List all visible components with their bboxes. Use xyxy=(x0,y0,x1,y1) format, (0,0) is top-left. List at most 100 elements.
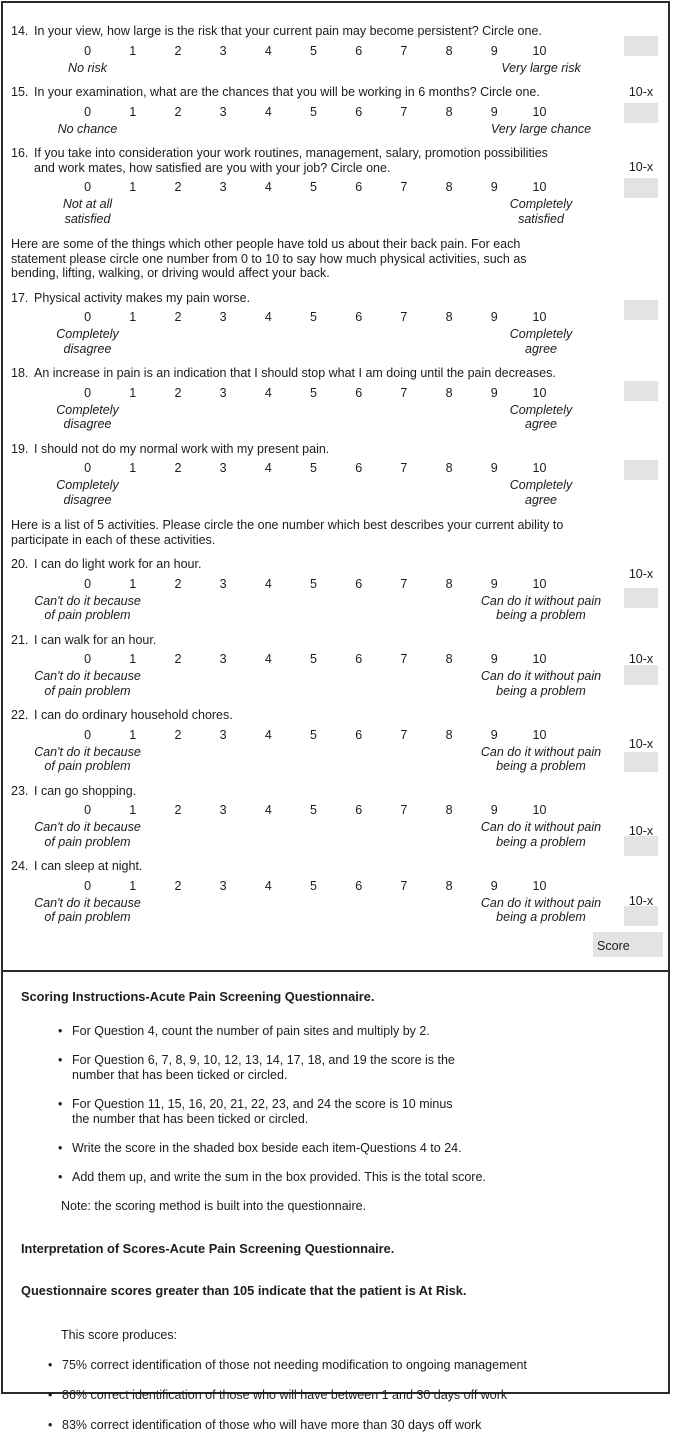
item-score-box[interactable] xyxy=(624,752,658,772)
scale-option-7[interactable]: 7 xyxy=(400,385,408,400)
scale-option-0[interactable]: 0 xyxy=(84,43,92,58)
scale-option-6[interactable]: 6 xyxy=(355,461,363,475)
scale-option-6[interactable]: 6 xyxy=(355,43,363,58)
scale-option-9[interactable]: 9 xyxy=(490,180,498,194)
scale-option-5[interactable]: 5 xyxy=(310,43,317,58)
scale-option-4[interactable]: 4 xyxy=(264,576,272,591)
scale-option-4[interactable]: 4 xyxy=(264,43,272,58)
scale-option-3[interactable]: 3 xyxy=(219,104,227,119)
scale-option-2[interactable]: 2 xyxy=(174,878,182,893)
scale-option-8[interactable]: 8 xyxy=(445,878,453,893)
scale-option-5[interactable]: 5 xyxy=(310,385,317,400)
scale-option-8[interactable]: 8 xyxy=(445,727,453,742)
scale-option-5[interactable]: 5 xyxy=(310,878,317,893)
scale-option-1[interactable]: 1 xyxy=(129,43,137,58)
scale-option-9[interactable]: 9 xyxy=(490,385,498,400)
scale-option-8[interactable]: 8 xyxy=(445,43,453,58)
item-score-box[interactable] xyxy=(624,178,658,198)
scale-option-9[interactable]: 9 xyxy=(490,43,498,58)
scale-option-2[interactable]: 2 xyxy=(174,310,182,324)
scale-option-1[interactable]: 1 xyxy=(129,878,137,893)
scale-option-4[interactable]: 4 xyxy=(264,878,272,893)
scale-option-10[interactable]: 10 xyxy=(532,576,547,591)
scale-option-7[interactable]: 7 xyxy=(400,310,408,324)
scale-option-9[interactable]: 9 xyxy=(490,878,498,893)
scale-option-9[interactable]: 9 xyxy=(490,310,498,324)
scale-option-8[interactable]: 8 xyxy=(445,576,453,591)
scale-option-3[interactable]: 3 xyxy=(219,310,227,324)
scale-option-9[interactable]: 9 xyxy=(490,727,498,742)
scale-option-1[interactable]: 1 xyxy=(129,310,137,324)
scale-option-2[interactable]: 2 xyxy=(174,727,182,742)
scale-option-0[interactable]: 0 xyxy=(84,461,92,475)
scale-option-6[interactable]: 6 xyxy=(355,652,363,666)
scale-option-3[interactable]: 3 xyxy=(219,803,227,817)
scale-option-7[interactable]: 7 xyxy=(400,461,408,475)
scale-option-0[interactable]: 0 xyxy=(84,180,92,194)
scale-option-6[interactable]: 6 xyxy=(355,310,363,324)
scale-option-5[interactable]: 5 xyxy=(310,576,317,591)
scale-option-2[interactable]: 2 xyxy=(174,43,182,58)
scale-option-0[interactable]: 0 xyxy=(84,104,92,119)
scale-option-2[interactable]: 2 xyxy=(174,461,182,475)
item-score-box[interactable] xyxy=(624,835,658,856)
scale-option-4[interactable]: 4 xyxy=(264,652,272,666)
scale-option-4[interactable]: 4 xyxy=(264,385,272,400)
scale-option-2[interactable]: 2 xyxy=(174,803,182,817)
scale-option-10[interactable]: 10 xyxy=(532,180,547,194)
scale-option-6[interactable]: 6 xyxy=(355,727,363,742)
scale-option-2[interactable]: 2 xyxy=(174,180,182,194)
scale-option-2[interactable]: 2 xyxy=(174,652,182,666)
scale-option-3[interactable]: 3 xyxy=(219,385,227,400)
scale-option-1[interactable]: 1 xyxy=(129,180,137,194)
scale-option-0[interactable]: 0 xyxy=(84,727,92,742)
scale-option-8[interactable]: 8 xyxy=(445,385,453,400)
scale-option-1[interactable]: 1 xyxy=(129,104,137,119)
scale-option-1[interactable]: 1 xyxy=(129,727,137,742)
scale-option-10[interactable]: 10 xyxy=(532,803,547,817)
scale-option-8[interactable]: 8 xyxy=(445,652,453,666)
scale-option-3[interactable]: 3 xyxy=(219,727,227,742)
item-score-box[interactable] xyxy=(624,664,658,685)
scale-option-3[interactable]: 3 xyxy=(219,878,227,893)
scale-option-1[interactable]: 1 xyxy=(129,461,137,475)
scale-option-2[interactable]: 2 xyxy=(174,385,182,400)
scale-option-8[interactable]: 8 xyxy=(445,310,453,324)
scale-option-4[interactable]: 4 xyxy=(264,727,272,742)
item-score-box[interactable] xyxy=(624,588,658,608)
scale-option-10[interactable]: 10 xyxy=(532,652,547,666)
scale-option-6[interactable]: 6 xyxy=(355,180,363,194)
scale-option-5[interactable]: 5 xyxy=(310,652,317,666)
scale-option-6[interactable]: 6 xyxy=(355,576,363,591)
scale-option-2[interactable]: 2 xyxy=(174,104,182,119)
scale-option-7[interactable]: 7 xyxy=(400,576,408,591)
scale-option-7[interactable]: 7 xyxy=(400,104,408,119)
scale-option-1[interactable]: 1 xyxy=(129,576,137,591)
scale-option-0[interactable]: 0 xyxy=(84,803,92,817)
item-score-box[interactable] xyxy=(624,299,658,320)
scale-option-3[interactable]: 3 xyxy=(219,461,227,475)
scale-option-1[interactable]: 1 xyxy=(129,652,137,666)
scale-option-8[interactable]: 8 xyxy=(445,461,453,475)
scale-option-0[interactable]: 0 xyxy=(84,652,92,666)
scale-option-0[interactable]: 0 xyxy=(84,310,92,324)
scale-option-7[interactable]: 7 xyxy=(400,727,408,742)
item-score-box[interactable] xyxy=(624,103,658,123)
scale-option-9[interactable]: 9 xyxy=(490,576,498,591)
scale-option-3[interactable]: 3 xyxy=(219,652,227,666)
scale-option-2[interactable]: 2 xyxy=(174,576,182,591)
scale-option-7[interactable]: 7 xyxy=(400,652,408,666)
scale-option-10[interactable]: 10 xyxy=(532,310,547,324)
item-score-box[interactable] xyxy=(624,906,658,926)
scale-option-6[interactable]: 6 xyxy=(355,104,363,119)
total-score-box[interactable]: Score xyxy=(593,932,663,957)
scale-option-9[interactable]: 9 xyxy=(490,104,498,119)
scale-option-6[interactable]: 6 xyxy=(355,878,363,893)
scale-option-10[interactable]: 10 xyxy=(532,385,547,400)
scale-option-5[interactable]: 5 xyxy=(310,104,317,119)
scale-option-4[interactable]: 4 xyxy=(264,180,272,194)
scale-option-1[interactable]: 1 xyxy=(129,803,137,817)
scale-option-4[interactable]: 4 xyxy=(264,310,272,324)
scale-option-8[interactable]: 8 xyxy=(445,104,453,119)
scale-option-0[interactable]: 0 xyxy=(84,576,92,591)
